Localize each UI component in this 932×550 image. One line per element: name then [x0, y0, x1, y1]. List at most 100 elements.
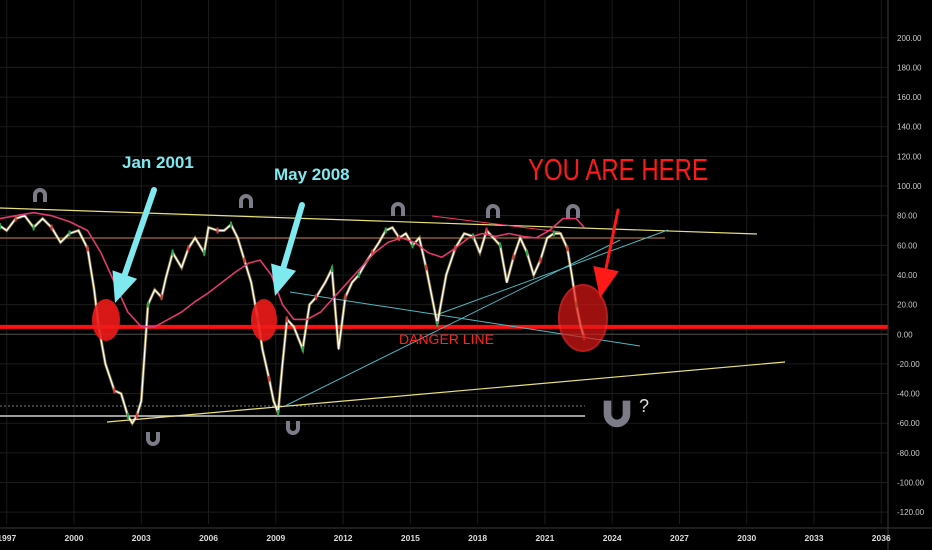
- y-tick-label: -40.00: [897, 390, 920, 399]
- x-tick-label: 2030: [737, 533, 756, 543]
- series-bar-mark: [371, 249, 374, 256]
- chart-body: Jan 2001 May 2008 YOU ARE HERE DANGER LINE?: [0, 152, 888, 446]
- series-bar-mark: [268, 375, 271, 382]
- arrow-you-are-here-shaft: [604, 208, 620, 271]
- magnet-icon: [566, 204, 580, 218]
- x-tick-label: 2006: [199, 533, 218, 543]
- x-tick-label: 2021: [535, 533, 554, 543]
- series-bar-mark: [499, 242, 502, 249]
- x-tick-label: 2003: [132, 533, 151, 543]
- y-tick-label: 180.00: [897, 63, 922, 72]
- y-tick-label: 80.00: [897, 212, 918, 221]
- y-tick-label: 140.00: [897, 123, 922, 132]
- annotation-may-2008: May 2008: [274, 165, 350, 184]
- arrow-may-2008-head: [271, 263, 296, 296]
- series-bar-mark: [203, 249, 206, 256]
- x-tick-label: 2036: [872, 533, 891, 543]
- y-tick-label: 60.00: [897, 241, 918, 250]
- x-tick-label: 1997: [0, 533, 16, 543]
- series-bar-mark: [243, 257, 246, 264]
- series-bar-mark: [330, 266, 333, 273]
- series-bar-mark: [216, 227, 219, 234]
- x-tick-label: 2024: [603, 533, 622, 543]
- y-tick-label: 0.00: [897, 330, 913, 339]
- series-bar-mark: [566, 245, 569, 252]
- lower-trendline: [106, 361, 786, 423]
- magnet-icon-shape: [603, 400, 631, 428]
- magnet-icon-shape: [286, 421, 300, 435]
- x-tick-label: 2027: [670, 533, 689, 543]
- y-tick-label: -20.00: [897, 360, 920, 369]
- magnet-icon: [603, 400, 631, 428]
- series-bar-mark: [525, 249, 528, 256]
- y-tick-label: 120.00: [897, 152, 922, 161]
- magnet-icon: [33, 188, 47, 202]
- x-tick-label: 2018: [468, 533, 487, 543]
- arrow-jan-2001: [112, 187, 157, 303]
- teal-trendline-3: [435, 229, 669, 316]
- magnet-icon: [486, 204, 500, 218]
- magnet-icon-shape: [486, 204, 500, 218]
- magnet-icon: [391, 202, 405, 216]
- y-tick-label: 100.00: [897, 182, 922, 191]
- series-bar-mark: [301, 346, 304, 353]
- series-bar-mark: [0, 223, 1, 230]
- magnet-icon: [239, 194, 253, 208]
- series-bar-mark: [425, 264, 428, 271]
- magnet-icon-shape: [33, 188, 47, 202]
- series-bar-mark: [277, 409, 280, 416]
- upper-trendline: [0, 207, 758, 235]
- arrow-you-are-here: [593, 208, 620, 298]
- series-bar-mark: [286, 316, 289, 323]
- magnet-icon: [286, 421, 300, 435]
- y-tick-label: 160.00: [897, 93, 922, 102]
- arrow-may-2008-shaft: [280, 202, 305, 271]
- annotation-jan-2001: Jan 2001: [122, 153, 194, 172]
- pink-trendline: [431, 215, 561, 233]
- series-bar-mark: [357, 271, 360, 278]
- magnet-icon: [146, 432, 160, 446]
- arrow-jan-2001-shaft: [121, 187, 157, 278]
- series-bar-mark: [229, 221, 232, 228]
- series-bar-mark: [113, 387, 116, 394]
- series-bar-mark: [14, 215, 17, 222]
- series-bar-mark: [187, 245, 190, 252]
- series-bar-mark: [436, 320, 439, 327]
- series-bar-mark: [485, 227, 488, 234]
- annotation-question-mark: ?: [639, 396, 649, 416]
- series-bar-mark: [384, 227, 387, 234]
- y-tick-label: 20.00: [897, 301, 918, 310]
- magnet-icon-shape: [566, 204, 580, 218]
- x-tick-label: 2009: [266, 533, 285, 543]
- crossing-marker-2001: [92, 299, 120, 341]
- arrow-you-are-here-head: [593, 266, 619, 298]
- series-bar-mark: [539, 257, 542, 264]
- series-bar-mark: [512, 254, 515, 261]
- series-bar-mark: [50, 224, 53, 231]
- series-bar-mark: [344, 294, 347, 301]
- series-bar-mark: [147, 301, 149, 308]
- series-bar-mark: [126, 412, 129, 419]
- x-tick-label: 2000: [65, 533, 84, 543]
- annotation-danger-line: DANGER LINE: [399, 331, 494, 347]
- series-bar-mark: [135, 412, 138, 419]
- y-tick-label: -120.00: [897, 508, 925, 517]
- x-tick-label: 2012: [334, 533, 353, 543]
- current-position-marker: [558, 284, 608, 352]
- magnet-icon-shape: [391, 202, 405, 216]
- annotation-you-are-here: YOU ARE HERE: [528, 152, 708, 187]
- y-tick-label: -100.00: [897, 478, 925, 487]
- series-bar-mark: [160, 294, 163, 301]
- magnet-icon-shape: [239, 194, 253, 208]
- series-bar-mark: [86, 245, 89, 252]
- y-axis: 200.00 180.00 160.00 140.00 120.00 100.00 80.0…: [887, 0, 925, 550]
- series-bar-mark: [68, 230, 71, 237]
- y-tick-label: 40.00: [897, 271, 918, 280]
- magnet-icon-shape: [146, 432, 160, 446]
- y-tick-label: -60.00: [897, 419, 920, 428]
- series-bar-mark: [32, 224, 35, 231]
- series-bar-mark: [552, 230, 555, 237]
- y-tick-label: 200.00: [897, 34, 922, 43]
- crossing-marker-2008: [251, 299, 277, 341]
